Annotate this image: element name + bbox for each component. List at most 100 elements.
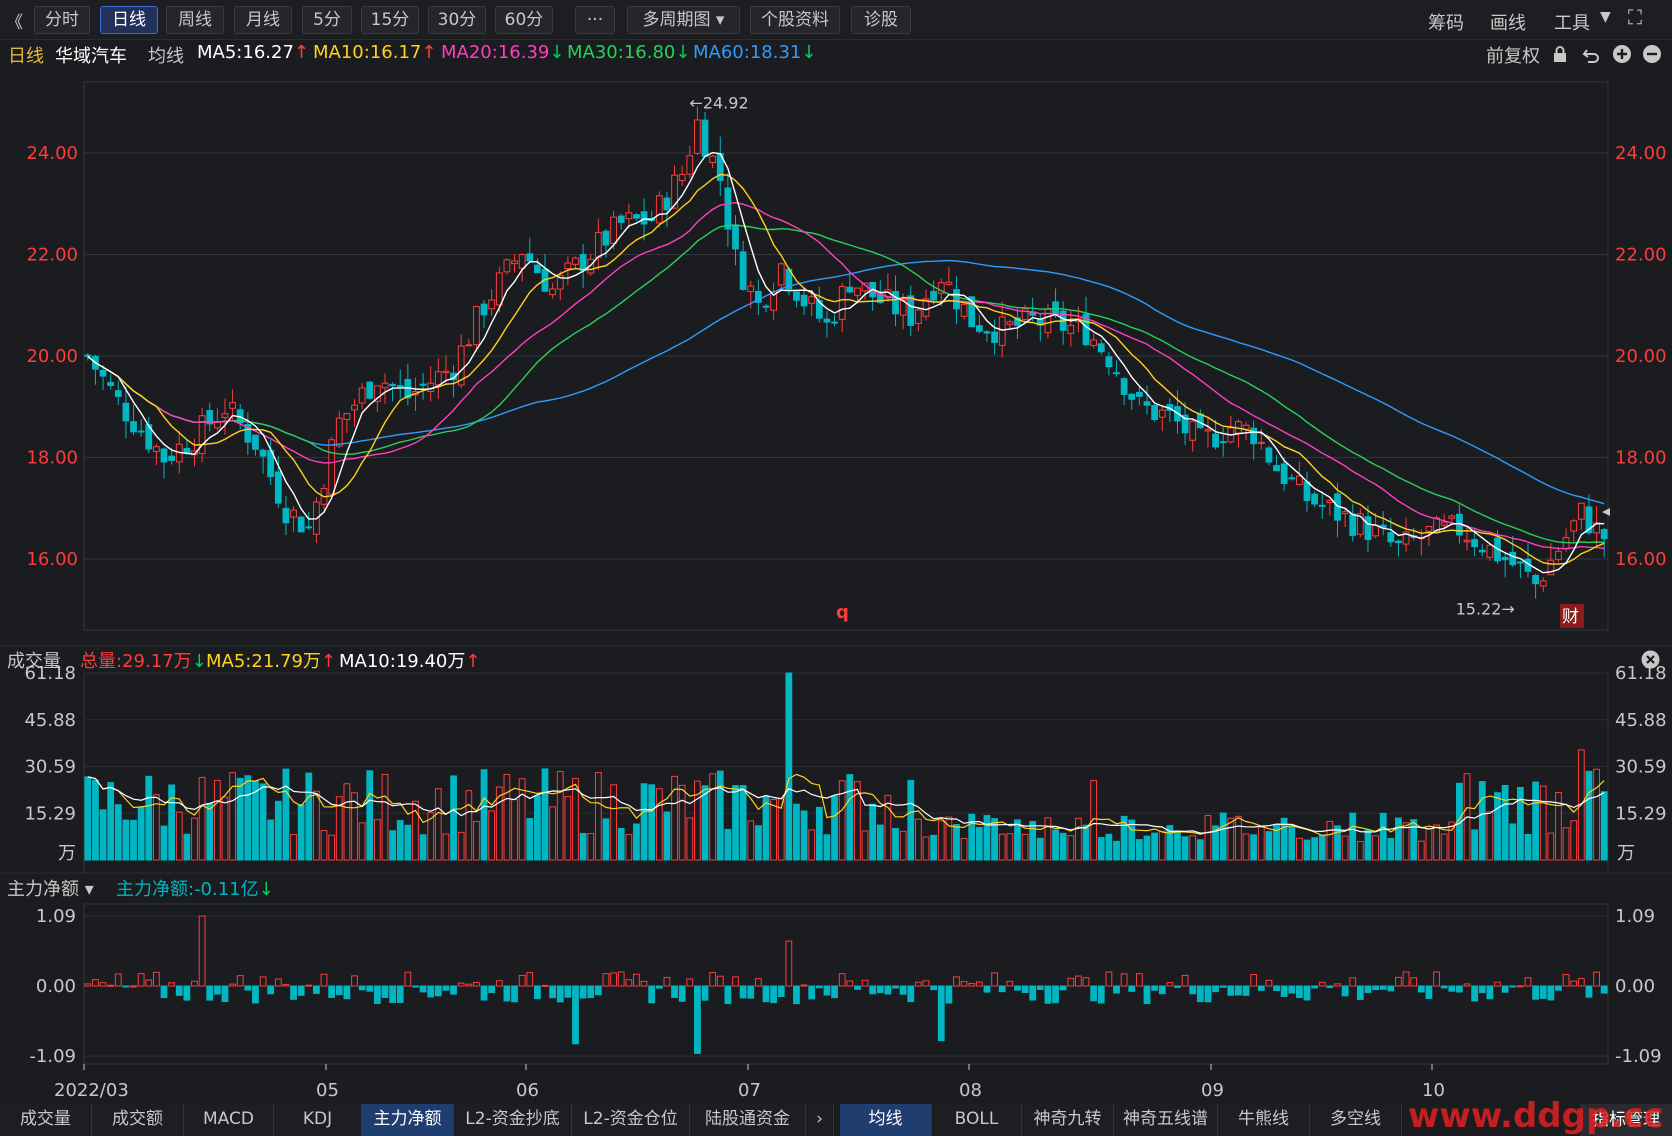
overlay-tab-4[interactable]: 牛熊线 xyxy=(1218,1104,1310,1136)
candle-body xyxy=(122,402,130,422)
tab-6[interactable]: 30分 xyxy=(428,6,486,34)
indicator-tab-6[interactable]: L2-资金仓位 xyxy=(572,1104,690,1136)
flow-bar xyxy=(892,985,899,989)
candle-body xyxy=(526,253,534,262)
overlay-tab-5[interactable]: 多空线 xyxy=(1310,1104,1402,1136)
flow-bar xyxy=(1364,985,1372,993)
flow-bar xyxy=(244,985,252,991)
volume-bar xyxy=(1478,781,1486,861)
volume-bar xyxy=(442,833,450,861)
zoom-in-icon[interactable] xyxy=(1612,44,1632,64)
indicator-manage-button[interactable]: 指标管理 xyxy=(1580,1104,1672,1136)
kline-chart[interactable]: 16.00 16.00 18.00 18.00 20.00 20.00 22.00 22.00… xyxy=(0,70,1672,1104)
volume-bar xyxy=(1059,832,1067,861)
fullscreen-icon[interactable]: ⛶ xyxy=(1628,5,1642,29)
candle-body xyxy=(1158,409,1166,418)
flow-bar xyxy=(1166,982,1174,987)
indicator-tab-0[interactable]: 成交量 xyxy=(0,1104,92,1136)
tab-8[interactable]: ··· xyxy=(575,6,615,34)
tab-4[interactable]: 5分 xyxy=(302,6,352,34)
candle-body xyxy=(1311,493,1319,505)
tools-dropdown-icon[interactable]: ▼ xyxy=(1600,9,1611,25)
flow-title[interactable]: 主力净额 ▾ xyxy=(7,879,94,900)
flow-bar xyxy=(145,979,153,987)
candle-body xyxy=(633,214,640,219)
volume-bar xyxy=(358,822,366,861)
overlay-tab-0[interactable]: 均线 xyxy=(840,1104,932,1136)
flow-bar xyxy=(701,985,709,1001)
volume-bar xyxy=(1113,840,1120,861)
tab-3[interactable]: 月线 xyxy=(234,6,292,34)
volume-bar xyxy=(229,772,236,861)
chips-button[interactable]: 筹码 xyxy=(1428,13,1464,34)
collapse-icon[interactable]: 《 xyxy=(6,13,23,33)
volume-bar xyxy=(1410,819,1418,861)
undo-icon[interactable] xyxy=(1581,45,1601,65)
candle-body xyxy=(1395,540,1402,544)
candle-body xyxy=(831,321,838,324)
flow-bar xyxy=(130,985,137,988)
candle-body xyxy=(335,417,343,447)
candle-body xyxy=(198,415,206,455)
flow-bar xyxy=(1334,983,1341,987)
flow-tick-right: 0.00 xyxy=(1615,976,1655,997)
flow-bar xyxy=(1547,985,1555,1001)
volume-bar xyxy=(274,800,282,861)
flow-bar xyxy=(488,985,496,994)
indicator-tab-4[interactable]: 主力净额 xyxy=(362,1104,454,1136)
flow-bar xyxy=(960,981,968,987)
draw-button[interactable]: 画线 xyxy=(1490,13,1526,34)
stock-name[interactable]: 华域汽车 xyxy=(55,46,127,67)
indicator-tab-7[interactable]: 陆股通资金 xyxy=(690,1104,806,1136)
adjust-label[interactable]: 前复权 xyxy=(1486,46,1540,67)
volume-bar xyxy=(1014,819,1021,861)
tab-10[interactable]: 个股资料 xyxy=(750,6,840,34)
overlay-tab-3[interactable]: 神奇五线谱 xyxy=(1114,1104,1218,1136)
close-volume-icon[interactable] xyxy=(1641,650,1660,669)
overlay-tab-2[interactable]: 神奇九转 xyxy=(1022,1104,1114,1136)
volume-bar xyxy=(1532,781,1540,861)
volume-bar xyxy=(572,777,579,861)
indicator-tab-5[interactable]: L2-资金抄底 xyxy=(454,1104,572,1136)
tab-0[interactable]: 分时 xyxy=(34,6,90,34)
flow-bar xyxy=(648,985,656,1004)
tools-button[interactable]: 工具 xyxy=(1554,13,1590,34)
candle-body xyxy=(114,390,122,397)
candle-body xyxy=(290,509,297,518)
tab-2[interactable]: 周线 xyxy=(166,6,224,34)
flow-bar xyxy=(869,985,877,995)
flow-bar xyxy=(640,980,648,987)
indicator-tab-2[interactable]: MACD xyxy=(184,1104,274,1136)
candle-body xyxy=(724,187,732,230)
candle-body xyxy=(1113,372,1120,375)
tab-1[interactable]: 日线 xyxy=(100,6,158,34)
flow-bar xyxy=(1181,974,1189,987)
flow-bar xyxy=(724,985,732,1005)
volume-bar xyxy=(1006,833,1014,861)
volume-bar xyxy=(625,833,633,861)
flow-bar xyxy=(313,985,320,994)
ma-title[interactable]: 均线 xyxy=(148,46,184,67)
indicator-tab-1[interactable]: 成交额 xyxy=(92,1104,184,1136)
volume-bar xyxy=(450,775,457,861)
chevron-right-icon[interactable]: › xyxy=(806,1104,834,1136)
zoom-out-icon[interactable] xyxy=(1642,44,1662,64)
lock-icon[interactable] xyxy=(1552,46,1568,62)
tab-11[interactable]: 诊股 xyxy=(851,6,911,34)
flow-bar xyxy=(1135,973,1143,987)
candle-body xyxy=(1135,391,1143,397)
volume-bar xyxy=(335,796,343,861)
volume-bar xyxy=(831,795,838,861)
volume-title[interactable]: 成交量 xyxy=(7,651,61,672)
volume-bar xyxy=(983,815,991,861)
candle-body xyxy=(297,516,305,533)
flow-bar xyxy=(1410,977,1418,987)
volume-bar xyxy=(1242,833,1250,861)
watermark: www.ddgp.cc xyxy=(1408,1096,1664,1136)
overlay-tab-1[interactable]: BOLL xyxy=(932,1104,1022,1136)
tab-5[interactable]: 15分 xyxy=(361,6,419,34)
indicator-tab-3[interactable]: KDJ xyxy=(274,1104,362,1136)
tab-9[interactable]: 多周期图 ▾ xyxy=(627,6,740,34)
tab-7[interactable]: 60分 xyxy=(495,6,553,34)
candle-body xyxy=(1219,441,1227,444)
